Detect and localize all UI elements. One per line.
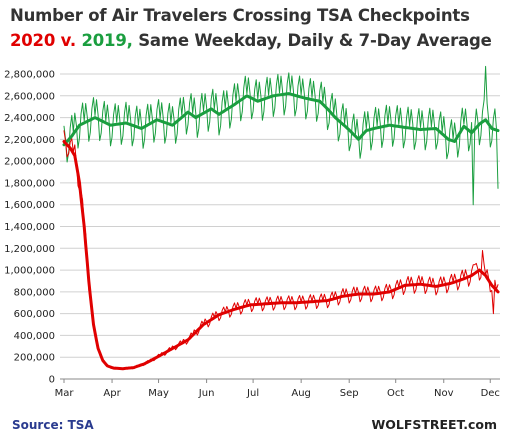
source-note: Source: TSA	[12, 418, 94, 432]
x-tick-label: May	[148, 388, 169, 399]
x-tick-label: Aug	[291, 388, 311, 399]
x-tick-label: Oct	[387, 388, 404, 399]
subtitle-rest: Same Weekday, Daily & 7-Day Average	[138, 31, 492, 50]
chart-title: Number of Air Travelers Crossing TSA Che…	[10, 6, 470, 25]
y-tick-label: 600,000	[14, 309, 55, 320]
y-tick-label: 1,000,000	[4, 266, 55, 277]
y-tick-label: 1,600,000	[4, 200, 55, 211]
y-tick-label: 2,200,000	[4, 135, 55, 146]
y-tick-label: 2,400,000	[4, 113, 55, 124]
x-tick-label: Sep	[340, 388, 359, 399]
y-tick-label: 2,800,000	[4, 70, 55, 81]
y-tick-label: 0	[49, 375, 55, 386]
y-tick-label: 800,000	[14, 287, 55, 298]
chart-subtitle: 2020 v. 2019, Same Weekday, Daily & 7-Da…	[10, 31, 492, 50]
series-2020-daily	[63, 130, 499, 370]
y-tick-label: 200,000	[14, 353, 55, 364]
y-tick-label: 1,400,000	[4, 222, 55, 233]
y-tick-label: 2,000,000	[4, 157, 55, 168]
x-tick-label: Mar	[55, 388, 75, 399]
series-2019-daily	[63, 65, 499, 206]
series-2020-avg	[62, 140, 500, 371]
y-tick-label: 2,600,000	[4, 91, 55, 102]
x-tick-label: Jul	[246, 388, 259, 399]
subtitle-2019: 2019,	[81, 31, 133, 50]
x-tick-label: Apr	[103, 388, 121, 399]
subtitle-2020: 2020 v.	[10, 31, 76, 50]
x-tick-label: Jun	[198, 388, 215, 399]
x-tick-label: Dec	[481, 388, 500, 399]
watermark: WOLFSTREET.com	[371, 417, 497, 432]
y-tick-label: 1,200,000	[4, 244, 55, 255]
x-tick-label: Nov	[434, 388, 454, 399]
y-tick-label: 1,800,000	[4, 178, 55, 189]
y-tick-label: 400,000	[14, 331, 55, 342]
series-2019-avg	[62, 92, 500, 147]
